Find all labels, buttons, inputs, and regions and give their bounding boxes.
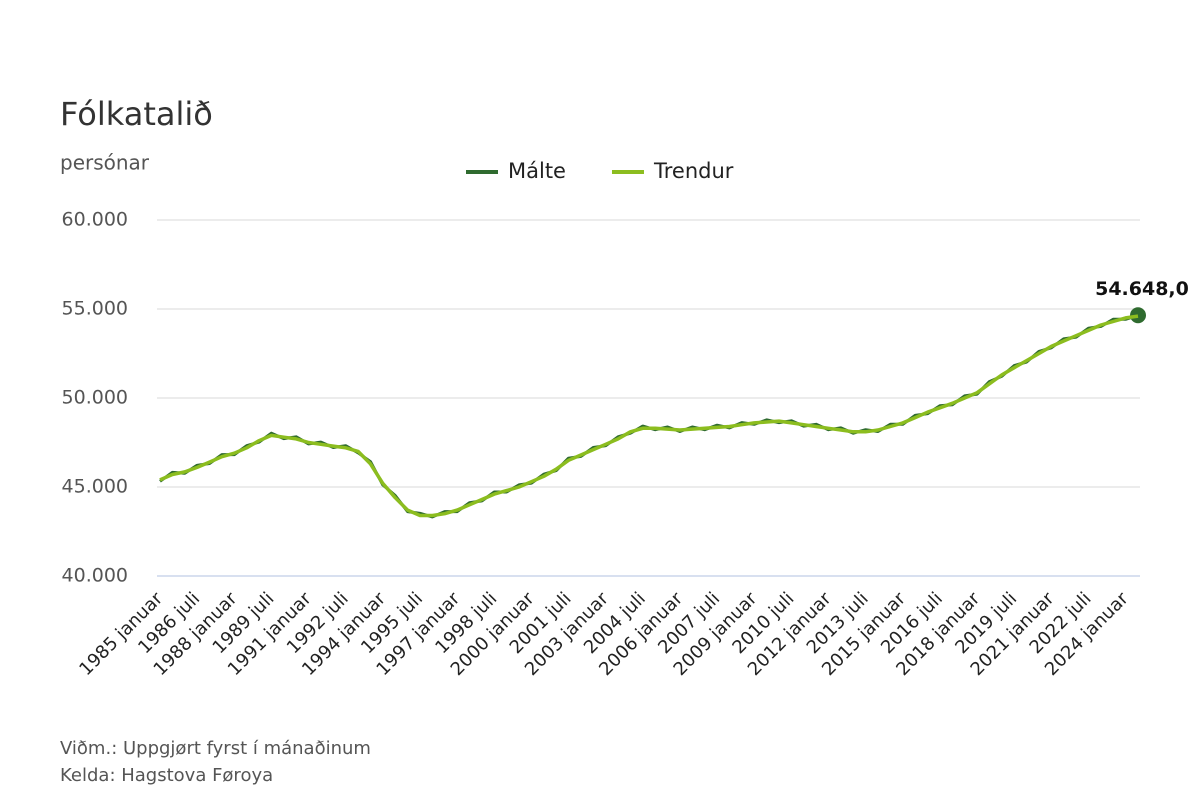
data-label: 54.648,0: [1095, 278, 1189, 300]
end-marker: [1130, 307, 1146, 324]
chart-title: Fólkatalið: [60, 95, 213, 133]
y-tick-label: 45.000: [62, 476, 128, 498]
legend-label: Trendur: [653, 159, 734, 183]
note: Kelda: Hagstova Føroya: [60, 765, 273, 786]
y-tick-label: 50.000: [62, 387, 128, 409]
note: Viðm.: Uppgjørt fyrst í mánaðinum: [60, 738, 371, 759]
series-line: [159, 314, 1139, 518]
y-tick-label: 60.000: [62, 209, 128, 231]
y-tick-label: 40.000: [62, 565, 128, 587]
y-tick-label: 55.000: [62, 298, 128, 320]
y-axis-unit: persónar: [60, 151, 150, 175]
legend-label: Málte: [508, 159, 566, 183]
